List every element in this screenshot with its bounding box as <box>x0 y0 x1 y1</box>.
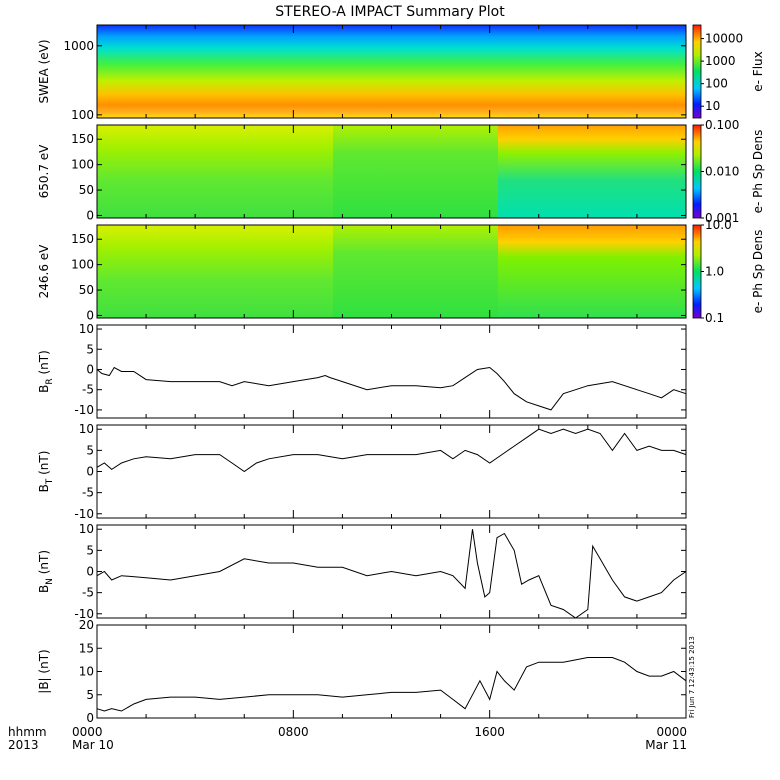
bn-ytick-label: 0 <box>86 565 94 579</box>
bt-ylabel: BT (nT) <box>37 451 55 493</box>
bmag-ylabel: |B| (nT) <box>37 649 51 693</box>
bmag-ytick-label: 10 <box>79 665 94 679</box>
pad-low-active <box>498 225 686 318</box>
pad_high-colorbar-tick-label: 0.100 <box>705 118 739 132</box>
axes-bmag: 0 5 10 15 20 |B| (nT) <box>37 618 687 725</box>
pad-low-mid <box>333 225 498 318</box>
axes-bt: -10 -5 0 5 10 BT (nT) <box>37 422 687 521</box>
pad_low-colorbar-tick-label: 1.0 <box>705 265 724 279</box>
bt-frame <box>96 424 687 519</box>
pad_high-ytick-label: 50 <box>79 183 94 197</box>
br-ytick-label: 5 <box>86 342 94 356</box>
pad_high-ytick-label: 150 <box>71 132 94 146</box>
x-tick-label: 0800 <box>278 725 309 739</box>
bt-ytick-label: 5 <box>86 443 94 457</box>
plot-title: STEREO-A IMPACT Summary Plot <box>275 4 505 20</box>
bmag-ytick-label: 15 <box>79 641 94 655</box>
pad_low-colorbar-tick-label: 10.0 <box>705 218 732 232</box>
bn-ytick-label: 10 <box>79 522 94 536</box>
pad_high-colorbar-tick-label: 0.001 <box>705 211 739 225</box>
time-axis-label: hhmm <box>8 725 47 739</box>
x-tick-label: 1600 <box>474 725 505 739</box>
bmag-ytick-label: 0 <box>86 711 94 725</box>
pad_high-colorbar-label: e- Ph Sp Dens <box>751 130 765 214</box>
bn-ylabel: BN (nT) <box>37 550 55 593</box>
br-ylabel: BR (nT) <box>37 350 55 393</box>
bt-ytick-label: -5 <box>82 486 94 500</box>
bt-ytick-label: 0 <box>86 465 94 479</box>
pad-high-mid <box>333 125 498 218</box>
swea-ytick-label: 1000 <box>63 39 94 53</box>
bmag-series-line <box>96 657 687 712</box>
swea-colorbar-tick-label: 10000 <box>705 32 743 46</box>
br-ytick-label: 10 <box>79 322 94 336</box>
bmag-ytick-label: 5 <box>86 688 94 702</box>
swea-ytick-label: 100 <box>71 108 94 122</box>
axes-bn: -10 -5 0 5 10 BN (nT) <box>37 522 687 621</box>
pad_high-ytick-label: 0 <box>86 208 94 222</box>
panel-swea <box>97 25 686 118</box>
panel-pad-high <box>97 125 686 218</box>
swea-spectrogram <box>97 25 686 118</box>
pad_low-ylabel: 246.6 eV <box>37 244 51 299</box>
axes-pad_low: 0 50 100 150 246.6 eV 0.1 1.0 10.0 e- Ph Sp Dens <box>37 218 765 325</box>
x-tick-date: Mar 11 <box>645 738 687 752</box>
swea-colorbar <box>692 24 702 119</box>
x-tick-date: Mar 10 <box>72 738 114 752</box>
br-series-line <box>96 366 687 411</box>
br-frame <box>96 324 687 419</box>
br-ytick-label: -10 <box>74 403 94 417</box>
pad_high-ytick-label: 100 <box>71 158 94 172</box>
swea-ylabel: SWEA (eV) <box>37 39 51 103</box>
timestamp: Fri Jun 7 12:43:15 2013 <box>688 636 696 718</box>
bn-ytick-label: -5 <box>82 586 94 600</box>
swea-colorbar-tick-label: 10 <box>705 99 720 113</box>
pad_low-ytick-label: 100 <box>71 258 94 272</box>
pad_low-ytick-label: 150 <box>71 232 94 246</box>
bt-ytick-label: -10 <box>74 507 94 521</box>
bn-ytick-label: 5 <box>86 543 94 557</box>
pad_high-ylabel: 650.7 eV <box>37 144 51 199</box>
pad_low-colorbar-tick-label: 0.1 <box>705 311 724 325</box>
bn-series-line <box>96 529 687 619</box>
pad_low-colorbar-label: e- Ph Sp Dens <box>751 230 765 314</box>
pad_high-colorbar-tick-label: 0.010 <box>705 165 739 179</box>
pad-high-active <box>498 125 686 218</box>
bmag-frame <box>96 624 687 719</box>
x-tick-label: 0000 <box>72 725 103 739</box>
x-tick-label: 0000 <box>656 725 687 739</box>
swea-colorbar-tick-label: 100 <box>705 77 728 91</box>
panel-pad-low <box>97 225 686 318</box>
pad_low-ytick-label: 0 <box>86 308 94 322</box>
swea-colorbar-tick-label: 1000 <box>705 54 736 68</box>
bn-ytick-label: -10 <box>74 607 94 621</box>
bt-series-line <box>96 428 687 473</box>
year-label: 2013 <box>8 738 39 752</box>
br-ytick-label: 0 <box>86 362 94 376</box>
axes-br: -10 -5 0 5 10 BR (nT) <box>37 322 687 419</box>
bt-ytick-label: 10 <box>79 422 94 436</box>
pad-low-quiet <box>97 225 333 318</box>
bmag-ytick-label: 20 <box>79 618 94 632</box>
pad_high-colorbar <box>692 124 702 219</box>
swea-colorbar-label: e- Flux <box>751 51 765 91</box>
pad_low-colorbar <box>692 224 702 319</box>
pad-high-quiet <box>97 125 333 218</box>
pad_low-ytick-label: 50 <box>79 283 94 297</box>
axes-pad_high: 0 50 100 150 650.7 eV 0.001 0.010 0.100 e- Ph Sp… <box>37 118 765 225</box>
br-ytick-label: -5 <box>82 383 94 397</box>
axes-swea: 100 1000 SWEA (eV) 10 100 1000 10000 e- Flux <box>37 24 765 122</box>
